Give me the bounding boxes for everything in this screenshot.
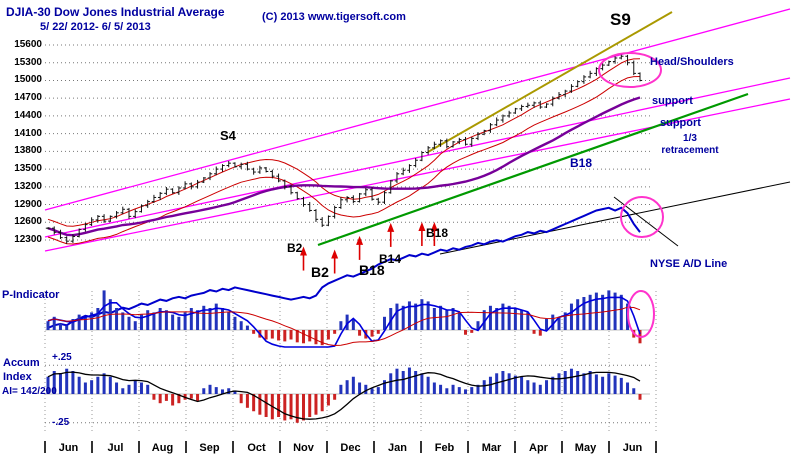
highlight-ellipses xyxy=(598,52,664,338)
ai-ratio-label: AI= 142/200 xyxy=(2,386,57,397)
chart-title: DJIA-30 Dow Jones Industrial Average xyxy=(6,5,225,19)
month-label: May xyxy=(574,442,597,454)
head-shoulders-label: Head/Shoulders xyxy=(650,56,734,68)
trendline-channel-upper xyxy=(44,8,791,211)
support-label-2: support xyxy=(660,117,701,129)
month-label: Sep xyxy=(199,442,220,454)
y-axis-label: 12900 xyxy=(14,198,42,210)
sell-signal-s9-label: S9 xyxy=(610,10,631,29)
trendline-channel-mid xyxy=(44,77,791,238)
trendline-steep-olive xyxy=(427,11,673,153)
price-gridlines xyxy=(45,44,650,241)
p-indicator-label: P-Indicator xyxy=(2,289,60,301)
y-axis-label: 13200 xyxy=(14,180,42,192)
y-axis-label: 14700 xyxy=(14,92,42,104)
buy-signal-b14-label: B14 xyxy=(379,252,402,266)
y-axis-label: 15300 xyxy=(14,56,42,68)
plus-25-level-label: +.25 xyxy=(52,352,72,363)
candlestick-series xyxy=(45,53,643,244)
month-label: Jun xyxy=(58,442,79,454)
p-indicator-panel xyxy=(45,290,650,348)
chart-date-range: 5/ 22/ 2012- 6/ 5/ 2013 xyxy=(40,21,151,33)
buy-signal-b18-mid-label: B18 xyxy=(426,226,449,240)
nyse-ad-line xyxy=(47,206,641,329)
y-axis-label: 14400 xyxy=(14,109,42,121)
trendline-ad-trend-up xyxy=(439,181,791,255)
month-label: Dec xyxy=(340,442,361,454)
y-axis-label: 15600 xyxy=(14,39,42,50)
panel-gridlines xyxy=(44,291,657,433)
trendline-support-green xyxy=(317,92,749,247)
retracement-label: 1/3 retracement xyxy=(661,133,719,156)
buy-signal-b18-lower-label: B18 xyxy=(359,262,385,278)
index-label: Index xyxy=(3,371,32,383)
trendline-channel-lower xyxy=(44,98,791,252)
accum-index-panel xyxy=(45,367,650,423)
month-label: Oct xyxy=(247,442,266,454)
copyright-notice: (C) 2013 www.tigersoft.com xyxy=(262,11,406,23)
accum-label: Accum xyxy=(3,357,40,369)
buy-signal-b18-right-label: B18 xyxy=(570,156,593,170)
month-label: Jul xyxy=(107,442,124,454)
y-axis-label: 13800 xyxy=(14,145,42,157)
ma-band-lines xyxy=(47,58,641,245)
month-label: Apr xyxy=(529,442,548,454)
buy-signal-b2-lower-label: B2 xyxy=(311,264,329,280)
buy-signal-arrows xyxy=(299,222,438,274)
ad-line-break-circle xyxy=(620,196,664,238)
y-axis-label: 14100 xyxy=(14,127,42,139)
y-axis-label: 12300 xyxy=(14,234,42,245)
month-label: Aug xyxy=(151,442,174,454)
buy-signal-b2-upper-label: B2 xyxy=(287,241,303,255)
y-axis-label: 12600 xyxy=(14,216,42,228)
head-shoulders-circle xyxy=(598,52,662,88)
month-label: Jun xyxy=(622,442,643,454)
month-axis xyxy=(44,441,657,453)
y-axis-label: 15000 xyxy=(14,74,42,86)
support-label-1: support xyxy=(652,95,693,107)
month-label: Mar xyxy=(481,442,502,454)
p-indicator-drop-circle xyxy=(627,290,655,338)
month-label: Jan xyxy=(388,442,407,454)
month-label: Nov xyxy=(293,442,314,454)
month-label: Feb xyxy=(434,442,455,454)
nyse-ad-line-label: NYSE A/D Line xyxy=(650,258,728,270)
sell-signal-s4-label: S4 xyxy=(220,128,236,143)
trendlines xyxy=(44,8,791,255)
y-axis-label: 13500 xyxy=(14,163,42,175)
purple-ma-line xyxy=(47,96,641,237)
minus-25-level-label: -.25 xyxy=(52,417,70,428)
